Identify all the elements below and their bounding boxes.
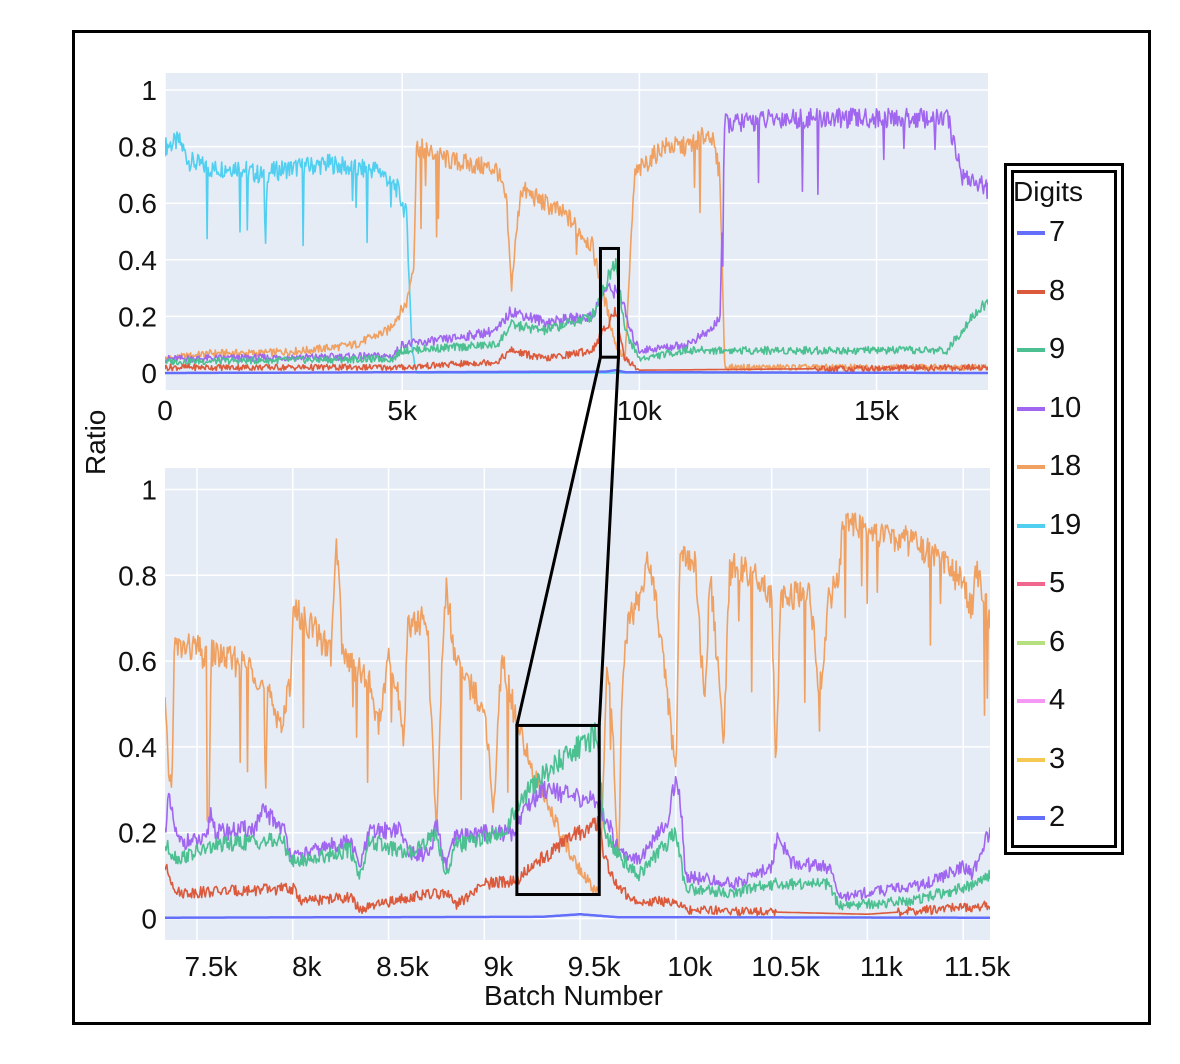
legend-inner-border: [1011, 170, 1117, 848]
series-group: [165, 512, 990, 919]
zoom-box: [515, 723, 601, 897]
x-tick-label: 10k: [667, 951, 713, 982]
legend-swatch: [1017, 523, 1045, 528]
series-line-8: [165, 306, 988, 373]
x-axis-label: Batch Number: [484, 980, 663, 1011]
legend-swatch: [1017, 231, 1045, 235]
legend-title: Digits: [1013, 176, 1084, 207]
legend-label: 9: [1049, 333, 1066, 365]
legend: Digits 7 8 9 10 18 19 5 6 4 3 2: [1004, 163, 1124, 855]
legend-item-19[interactable]: 19: [1017, 509, 1107, 543]
y-tick-label: 0: [141, 904, 157, 935]
x-tick-label: 10.5k: [751, 951, 820, 982]
legend-label: 18: [1049, 450, 1082, 482]
legend-label: 19: [1049, 508, 1082, 541]
legend-item-7[interactable]: 7: [1017, 216, 1107, 250]
legend-item-5[interactable]: 5: [1017, 567, 1107, 601]
legend-label: 7: [1049, 216, 1066, 248]
series-line-7: [165, 913, 990, 919]
series-group: [165, 107, 988, 375]
series-line-8: [165, 815, 990, 918]
legend-item-18[interactable]: 18: [1017, 450, 1107, 484]
series-line-9: [165, 258, 988, 366]
legend-swatch: [1017, 816, 1045, 820]
legend-item-10[interactable]: 10: [1017, 392, 1107, 426]
y-tick-label: 0: [141, 358, 157, 389]
legend-item-6[interactable]: 6: [1017, 626, 1107, 660]
legend-item-9[interactable]: 9: [1017, 333, 1107, 367]
figure-border: [72, 30, 1151, 1025]
series-line-10: [165, 775, 990, 902]
legend-label: 6: [1049, 625, 1066, 658]
y-axis-label: Ratio: [80, 409, 111, 475]
y-tick-label: 0.8: [118, 560, 157, 591]
legend-swatch: [1017, 465, 1045, 469]
x-tick-label: 11k: [860, 951, 904, 982]
x-tick-label: 9.5k: [568, 951, 622, 982]
legend-label: 4: [1049, 684, 1066, 716]
x-tick-label: 10k: [617, 395, 663, 426]
legend-swatch: [1017, 289, 1045, 294]
legend-item-8[interactable]: 8: [1017, 275, 1107, 309]
legend-label: 5: [1049, 567, 1066, 599]
legend-item-3[interactable]: 3: [1017, 743, 1107, 777]
x-tick-label: 7.5k: [185, 951, 239, 982]
x-tick-label: 15k: [854, 395, 900, 426]
y-tick-label: 0.2: [118, 818, 157, 849]
y-tick-label: 0.4: [118, 732, 157, 763]
series-line-18: [165, 512, 990, 895]
x-tick-label: 0: [157, 395, 173, 426]
series-line-9: [165, 722, 990, 911]
legend-swatch: [1017, 640, 1045, 645]
zoom-connector-left: [515, 356, 602, 726]
y-tick-label: 1: [141, 474, 157, 505]
zoom-connector-right: [597, 357, 620, 726]
y-tick-label: 0.8: [118, 132, 157, 163]
x-tick-label: 11.5k: [944, 951, 1011, 982]
legend-swatch: [1017, 757, 1045, 762]
legend-label: 8: [1049, 274, 1066, 307]
legend-swatch: [1017, 406, 1045, 411]
series-line-18: [165, 127, 988, 372]
legend-label: 3: [1049, 742, 1066, 775]
x-tick-label: 8k: [292, 951, 323, 982]
legend-swatch: [1017, 348, 1045, 352]
legend-item-2[interactable]: 2: [1017, 801, 1107, 835]
x-tick-label: 5k: [387, 395, 418, 426]
legend-label: 10: [1049, 391, 1082, 424]
legend-swatch: [1017, 582, 1045, 586]
y-tick-label: 1: [141, 75, 157, 106]
x-tick-label: 8.5k: [376, 951, 430, 982]
y-tick-label: 0.6: [118, 646, 157, 677]
series-line-7: [165, 368, 988, 375]
legend-item-4[interactable]: 4: [1017, 684, 1107, 718]
legend-label: 2: [1049, 801, 1066, 833]
y-tick-label: 0.4: [118, 245, 157, 276]
plot-zoomed: 0 0.2 0.4 0.6 0.8 1 7.5k 8k 8.5k 9k 9.5k 10k 10.5k 11…: [118, 468, 1011, 982]
y-tick-label: 0.2: [118, 301, 157, 332]
legend-swatch: [1017, 699, 1045, 703]
x-tick-label: 9k: [484, 951, 515, 982]
zoom-box: [598, 246, 620, 359]
plot-overview: 0 0.2 0.4 0.6 0.8 1 0 5k 10k 15k: [118, 73, 988, 426]
y-tick-label: 0.6: [118, 188, 157, 219]
